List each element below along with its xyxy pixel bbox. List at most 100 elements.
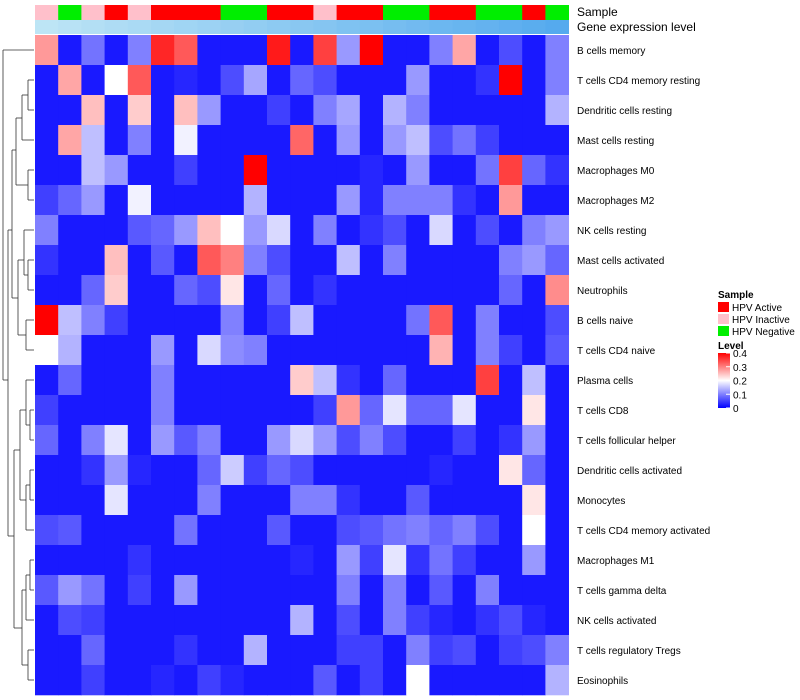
heatmap-cell	[197, 185, 221, 216]
heatmap-cell	[336, 665, 361, 696]
heatmap-cell	[174, 515, 198, 546]
heatmap-cell	[220, 305, 245, 336]
heatmap-cell	[104, 65, 129, 96]
heatmap-cell	[174, 575, 198, 606]
legend-tick-label: 0.2	[733, 377, 747, 388]
heatmap-cell	[452, 395, 477, 426]
heatmap-cell	[174, 245, 198, 276]
legend-entry-label: HPV Inactive	[732, 315, 790, 326]
heatmap-cell	[499, 485, 523, 516]
heatmap-cell	[174, 275, 198, 306]
heatmap-cell	[429, 95, 453, 126]
heatmap-cell	[58, 65, 82, 96]
sample-annotation-cell	[522, 5, 546, 20]
heatmap-cell	[499, 125, 523, 156]
heatmap-cell	[475, 515, 500, 546]
heatmap-cell	[522, 605, 546, 636]
heatmap-cell	[522, 515, 546, 546]
heatmap-cell	[151, 575, 175, 606]
heatmap-cell	[243, 245, 268, 276]
row-label: Eosinophils	[577, 676, 628, 687]
row-label: Plasma cells	[577, 376, 633, 387]
heatmap-cell	[475, 65, 500, 96]
heatmap-cell	[336, 455, 361, 486]
heatmap-cell	[452, 515, 477, 546]
heatmap-cell	[336, 275, 361, 306]
heatmap-cell	[336, 215, 361, 246]
heatmap-cell	[406, 635, 430, 666]
heatmap-cell	[522, 215, 546, 246]
heatmap-cell	[197, 605, 221, 636]
sample-annotation-cell	[243, 5, 268, 20]
heatmap-cell	[359, 65, 384, 96]
row-labels: B cells memory T cells CD4 memory resting…	[577, 46, 710, 687]
heatmap-cell	[499, 185, 523, 216]
heatmap-cell	[383, 245, 407, 276]
heatmap-cell	[313, 155, 337, 186]
heatmap-cell	[499, 395, 523, 426]
heatmap-cell	[290, 395, 314, 426]
heatmap-cell	[406, 335, 430, 366]
heatmap-cell	[313, 665, 337, 696]
heatmap-cell	[290, 305, 314, 336]
heatmap-cell	[336, 515, 361, 546]
heatmap-cell	[452, 95, 477, 126]
heatmap-cell	[151, 65, 175, 96]
sample-annotation-cell	[127, 5, 152, 20]
heatmap-cell	[522, 365, 546, 396]
heatmap-cell	[104, 305, 129, 336]
heatmap-cell	[313, 545, 337, 576]
row-label: Macrophages M0	[577, 166, 655, 177]
heatmap-cell	[81, 395, 105, 426]
heatmap-cell	[174, 185, 198, 216]
heatmap-cell	[174, 395, 198, 426]
heatmap-cell	[197, 455, 221, 486]
sample-annotation-cell	[290, 5, 314, 20]
heatmap-cell	[81, 305, 105, 336]
heatmap-cell	[127, 575, 152, 606]
heatmap-cell	[81, 245, 105, 276]
heatmap-cell	[452, 485, 477, 516]
gene-annotation-cell	[104, 20, 129, 34]
heatmap-cell	[35, 275, 59, 306]
heatmap-cell	[313, 425, 337, 456]
heatmap-cell	[243, 515, 268, 546]
heatmap-cell	[359, 635, 384, 666]
heatmap-cell	[429, 395, 453, 426]
heatmap-cell	[406, 665, 430, 696]
heatmap-cell	[522, 245, 546, 276]
heatmap-cell	[313, 245, 337, 276]
row-label: Macrophages M1	[577, 556, 655, 567]
gene-annotation-cell	[452, 20, 477, 34]
heatmap-cell	[429, 455, 453, 486]
heatmap-cell	[220, 455, 245, 486]
heatmap-cell	[359, 305, 384, 336]
heatmap-cell	[545, 35, 569, 66]
heatmap-cell	[127, 485, 152, 516]
heatmap-cell	[452, 155, 477, 186]
heatmap-cell	[429, 155, 453, 186]
heatmap-cell	[151, 35, 175, 66]
heatmap-cell	[313, 185, 337, 216]
legend-swatch	[718, 302, 729, 312]
sample-annotation-cell	[452, 5, 477, 20]
heatmap-cell	[243, 665, 268, 696]
heatmap-cell	[545, 425, 569, 456]
heatmap-cell	[359, 665, 384, 696]
heatmap-cell	[151, 215, 175, 246]
heatmap-cell	[545, 515, 569, 546]
heatmap-cell	[267, 95, 291, 126]
heatmap-cell	[151, 335, 175, 366]
heatmap-cell	[151, 515, 175, 546]
heatmap-cell	[220, 185, 245, 216]
heatmap-cell	[359, 365, 384, 396]
heatmap-cell	[151, 605, 175, 636]
heatmap-cell	[499, 365, 523, 396]
heatmap-cell	[383, 35, 407, 66]
heatmap-cell	[475, 185, 500, 216]
heatmap-cell	[197, 515, 221, 546]
sample-annotation-cell	[336, 5, 361, 20]
heatmap-cell	[545, 395, 569, 426]
heatmap-cell	[35, 515, 59, 546]
heatmap-cell	[174, 665, 198, 696]
